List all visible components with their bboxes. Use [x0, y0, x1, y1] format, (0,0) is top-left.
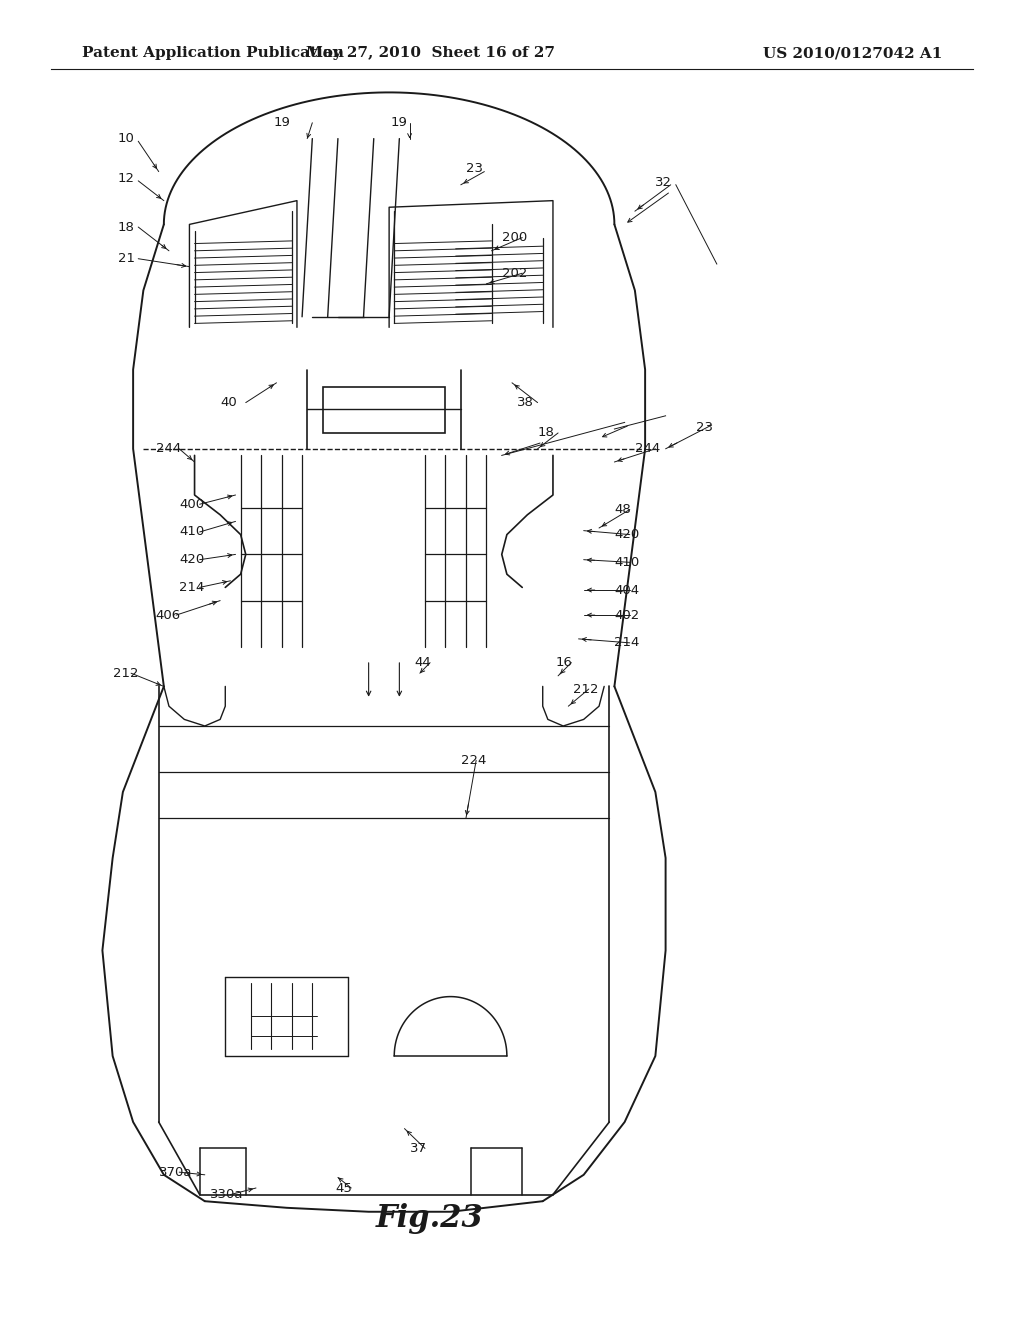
Text: Fig.23: Fig.23	[376, 1204, 484, 1234]
Text: 212: 212	[113, 667, 138, 680]
Text: 19: 19	[273, 116, 290, 129]
Text: 244: 244	[156, 442, 181, 455]
Text: 18: 18	[538, 426, 554, 440]
Text: May 27, 2010  Sheet 16 of 27: May 27, 2010 Sheet 16 of 27	[305, 46, 555, 61]
Text: 370a: 370a	[159, 1166, 193, 1179]
Text: 48: 48	[614, 503, 631, 516]
Text: 214: 214	[179, 581, 205, 594]
Text: Patent Application Publication: Patent Application Publication	[82, 46, 344, 61]
Text: 12: 12	[118, 172, 135, 185]
Text: 200: 200	[502, 231, 527, 244]
Text: 410: 410	[179, 525, 205, 539]
Text: 45: 45	[336, 1181, 352, 1195]
Text: 18: 18	[118, 220, 134, 234]
Text: 330a: 330a	[210, 1188, 244, 1201]
Text: 23: 23	[696, 421, 714, 434]
Text: 32: 32	[655, 176, 673, 189]
Text: 406: 406	[156, 609, 181, 622]
Text: 19: 19	[391, 116, 408, 129]
Text: 402: 402	[614, 609, 640, 622]
Text: 10: 10	[118, 132, 134, 145]
Text: 214: 214	[614, 636, 640, 649]
Text: 410: 410	[614, 556, 640, 569]
Text: 420: 420	[179, 553, 205, 566]
Text: 44: 44	[415, 656, 431, 669]
Text: 23: 23	[466, 162, 483, 176]
Text: 224: 224	[461, 754, 486, 767]
Text: 420: 420	[614, 528, 640, 541]
Text: 202: 202	[502, 267, 527, 280]
Text: 40: 40	[220, 396, 237, 409]
Text: 16: 16	[556, 656, 572, 669]
Text: 404: 404	[614, 583, 640, 597]
Text: 37: 37	[410, 1142, 427, 1155]
Text: US 2010/0127042 A1: US 2010/0127042 A1	[763, 46, 942, 61]
Text: 244: 244	[635, 442, 660, 455]
Text: 38: 38	[517, 396, 534, 409]
Text: 21: 21	[118, 252, 135, 265]
Text: 212: 212	[573, 682, 599, 696]
Text: 400: 400	[179, 498, 205, 511]
